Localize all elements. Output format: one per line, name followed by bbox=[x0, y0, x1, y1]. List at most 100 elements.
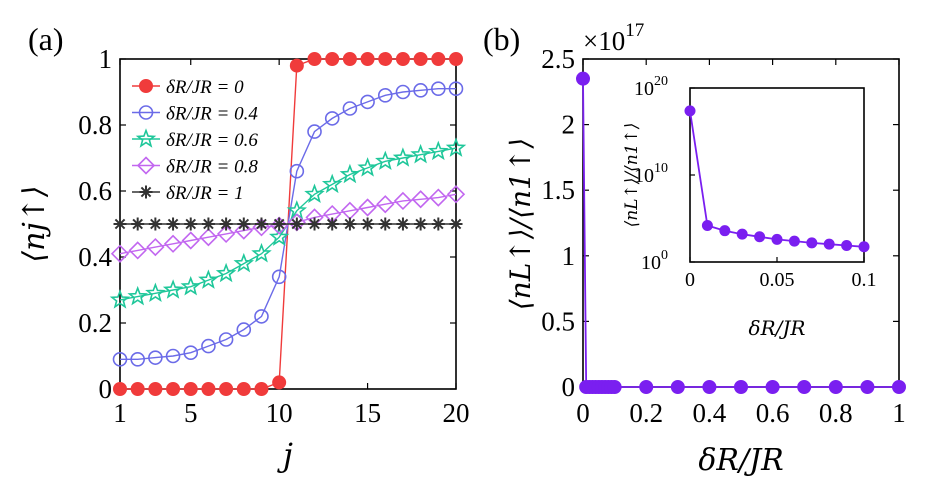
data-point bbox=[127, 285, 148, 306]
legend-marker bbox=[136, 156, 156, 175]
data-point bbox=[113, 382, 127, 396]
data-point bbox=[201, 338, 216, 354]
inset-y-tick-label: 1020 bbox=[634, 74, 668, 100]
panel-b-label: (b) bbox=[483, 21, 520, 57]
inset-x-tick-label: 0.05 bbox=[760, 269, 795, 291]
data-point bbox=[218, 332, 234, 347]
inset-data-point bbox=[806, 237, 818, 249]
data-point bbox=[392, 147, 414, 167]
x-tick-label: 0.4 bbox=[693, 398, 727, 428]
data-point bbox=[148, 350, 163, 365]
data-point bbox=[201, 217, 215, 231]
legend-label: δR/JR = 0.4 bbox=[166, 104, 258, 125]
data-point bbox=[576, 71, 590, 86]
inset-xlabel: δR/JR bbox=[749, 316, 806, 340]
data-point bbox=[377, 88, 393, 103]
y-tick-label: 1 bbox=[99, 44, 113, 74]
data-point bbox=[342, 52, 357, 66]
inset-data-point bbox=[684, 105, 696, 117]
data-point bbox=[324, 111, 340, 126]
data-point bbox=[272, 217, 286, 231]
panel-a-ylabel: ⟨nj↑⟩ bbox=[17, 185, 52, 262]
panel-a-xlabel: j bbox=[277, 436, 293, 474]
legend-marker bbox=[139, 79, 153, 93]
data-point bbox=[734, 380, 748, 394]
data-point bbox=[270, 216, 289, 235]
data-point bbox=[321, 173, 343, 194]
inset-x-tick-label: 0.1 bbox=[852, 269, 877, 291]
data-point bbox=[183, 345, 199, 361]
y-tick-label: 0.2 bbox=[78, 308, 112, 338]
legend-label: δR/JR = 0.8 bbox=[166, 157, 258, 178]
data-point bbox=[148, 382, 163, 396]
data-point bbox=[112, 351, 128, 367]
data-point bbox=[290, 217, 304, 231]
data-point bbox=[378, 52, 393, 66]
panel-b-xlabel: δR/JR bbox=[698, 443, 783, 478]
data-point bbox=[201, 382, 216, 396]
data-point bbox=[393, 191, 413, 211]
data-point bbox=[254, 217, 268, 231]
data-point bbox=[163, 234, 183, 253]
data-point bbox=[145, 282, 166, 303]
data-point bbox=[446, 185, 466, 204]
legend-marker bbox=[139, 185, 153, 199]
data-point bbox=[414, 217, 428, 231]
data-point bbox=[165, 348, 181, 364]
inset-data-point bbox=[858, 241, 870, 253]
data-point bbox=[131, 217, 145, 231]
series-2 bbox=[109, 137, 467, 309]
data-point bbox=[395, 52, 410, 66]
tick-exponent: 10 bbox=[654, 161, 668, 176]
x-tick-label: 0.2 bbox=[629, 398, 663, 428]
inset-data-point bbox=[736, 228, 748, 240]
data-point bbox=[639, 380, 654, 394]
inset-data-point bbox=[841, 239, 853, 251]
data-point bbox=[342, 101, 358, 116]
data-point bbox=[109, 289, 131, 309]
data-point bbox=[271, 269, 287, 285]
scale-exponent: 17 bbox=[625, 20, 644, 41]
y-tick-label: 1 bbox=[562, 241, 576, 271]
x-tick-label: 5 bbox=[184, 398, 198, 428]
data-point bbox=[162, 279, 184, 299]
legend-label: δR/JR = 0 bbox=[166, 77, 244, 98]
legend-marker bbox=[138, 105, 154, 120]
inset-x-tick-label: 0 bbox=[685, 269, 695, 291]
data-point bbox=[307, 124, 322, 139]
data-point bbox=[670, 380, 685, 394]
data-point bbox=[410, 143, 431, 164]
y-tick-label: 0.4 bbox=[78, 242, 112, 272]
data-point bbox=[429, 188, 448, 207]
data-point bbox=[254, 382, 269, 396]
data-point bbox=[360, 94, 375, 110]
x-tick-label: 1 bbox=[113, 398, 127, 428]
y-tick-label: 0.6 bbox=[78, 176, 112, 206]
data-point bbox=[130, 351, 145, 367]
data-point bbox=[166, 382, 181, 396]
data-point bbox=[307, 52, 322, 66]
y-tick-label: 1.5 bbox=[541, 175, 575, 205]
x-tick-label: 0.6 bbox=[756, 398, 790, 428]
inset-data-point bbox=[754, 231, 766, 243]
data-point bbox=[237, 217, 251, 231]
panel-b-scale-factor: ×1017 bbox=[583, 20, 644, 56]
scale-base: ×10 bbox=[583, 26, 625, 56]
data-point bbox=[449, 52, 463, 66]
inset-ylabel: ⟨nL↑⟩/⟨n1↑⟩ bbox=[622, 123, 642, 228]
data-point bbox=[797, 380, 812, 394]
data-point bbox=[215, 262, 237, 283]
data-point bbox=[198, 269, 219, 289]
x-tick-label: 0.8 bbox=[819, 398, 853, 428]
data-point bbox=[395, 84, 411, 100]
series-0 bbox=[113, 52, 463, 396]
data-point bbox=[251, 242, 272, 263]
panel-b-plot: 0 0.2 0.4 0.6 0.8 100.511.522.5 bbox=[541, 44, 906, 428]
data-point bbox=[148, 217, 162, 231]
data-point bbox=[339, 163, 361, 184]
x-tick-label: 10 bbox=[266, 398, 293, 428]
legend-label: δR/JR = 1 bbox=[166, 183, 244, 204]
x-tick-label: 15 bbox=[354, 398, 381, 428]
inset-data-point bbox=[771, 233, 783, 245]
y-tick-label: 0.8 bbox=[78, 110, 112, 140]
